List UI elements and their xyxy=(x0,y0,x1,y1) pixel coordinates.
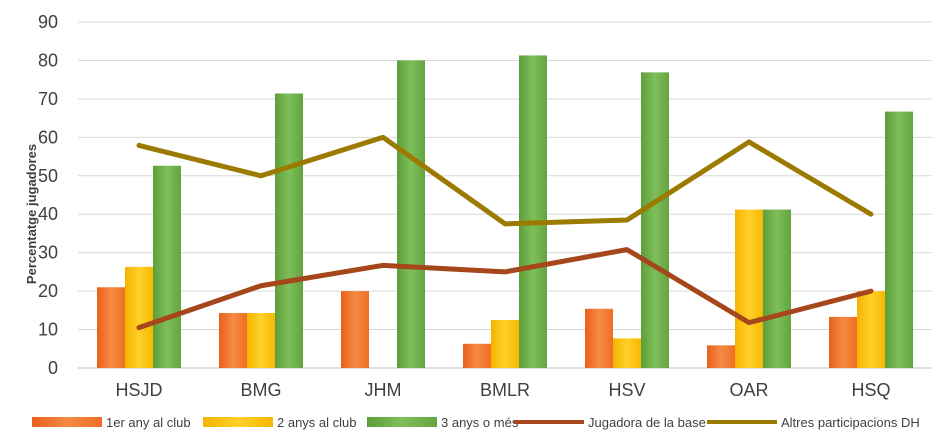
legend-label: 2 anys al club xyxy=(277,415,357,430)
y-tick-label: 30 xyxy=(38,243,58,263)
gridlines xyxy=(78,21,932,369)
bar-3-anys-o-m-s-jhm xyxy=(397,60,425,368)
legend-swatch xyxy=(367,417,437,427)
bar-3-anys-o-m-s-bmg xyxy=(275,93,303,369)
y-tick-label: 10 xyxy=(38,320,58,340)
x-tick-label: JHM xyxy=(365,380,402,400)
legend-label: Altres participacions DH xyxy=(781,415,920,430)
bar-1er-any-al-club-hsjd xyxy=(97,287,125,368)
bar-3-anys-o-m-s-hsq xyxy=(885,111,913,368)
bar-2-anys-al-club-bmlr xyxy=(491,319,519,368)
bar-2-anys-al-club-hsq xyxy=(857,291,885,368)
legend: 1er any al club 2 anys al club 3 anys o mé… xyxy=(32,415,920,430)
y-tick-label: 80 xyxy=(38,50,58,70)
legend-label: 1er any al club xyxy=(106,415,191,430)
y-tick-label: 50 xyxy=(38,166,58,186)
bar-1er-any-al-club-jhm xyxy=(341,291,369,368)
y-tick-label: 0 xyxy=(48,358,58,378)
bar-3-anys-o-m-s-hsv xyxy=(641,72,669,369)
x-axis-labels: HSJD BMG JHM BMLR HSV OAR HSQ xyxy=(115,380,890,400)
legend-swatch xyxy=(32,417,102,427)
y-axis-ticks: 0 10 20 30 40 50 60 70 80 90 xyxy=(38,12,58,378)
line-altres-participacions-dh xyxy=(136,134,874,227)
y-tick-label: 20 xyxy=(38,281,58,301)
y-tick-label: 40 xyxy=(38,204,58,224)
bars xyxy=(97,55,913,369)
bar-1er-any-al-club-bmg xyxy=(219,313,247,368)
x-tick-label: BMG xyxy=(240,380,281,400)
bar-3-anys-o-m-s-oar xyxy=(763,209,791,368)
bar-3-anys-o-m-s-hsjd xyxy=(153,165,181,368)
x-tick-label: HSQ xyxy=(851,380,890,400)
bar-1er-any-al-club-oar xyxy=(707,345,735,368)
bar-2-anys-al-club-bmg xyxy=(247,313,275,368)
y-axis-title: Percentatge jugadores xyxy=(24,144,39,284)
bar-2-anys-al-club-hsv xyxy=(613,338,641,368)
bar-1er-any-al-club-hsq xyxy=(829,316,857,368)
bar-1er-any-al-club-hsv xyxy=(585,308,613,368)
bar-1er-any-al-club-bmlr xyxy=(463,343,491,368)
x-tick-label: OAR xyxy=(729,380,768,400)
legend-label: 3 anys o més xyxy=(441,415,519,430)
bar-2-anys-al-club-oar xyxy=(735,209,763,368)
legend-swatch xyxy=(203,417,273,427)
y-tick-label: 90 xyxy=(38,12,58,32)
x-tick-label: BMLR xyxy=(480,380,530,400)
x-tick-label: HSJD xyxy=(115,380,162,400)
bar-2-anys-al-club-hsjd xyxy=(125,266,153,368)
lines xyxy=(136,134,874,331)
line-jugadora-de-la-base xyxy=(136,247,874,331)
y-tick-label: 70 xyxy=(38,89,58,109)
y-tick-label: 60 xyxy=(38,127,58,147)
x-tick-label: HSV xyxy=(608,380,645,400)
bar-3-anys-o-m-s-bmlr xyxy=(519,55,547,369)
legend-label: Jugadora de la base xyxy=(588,415,706,430)
